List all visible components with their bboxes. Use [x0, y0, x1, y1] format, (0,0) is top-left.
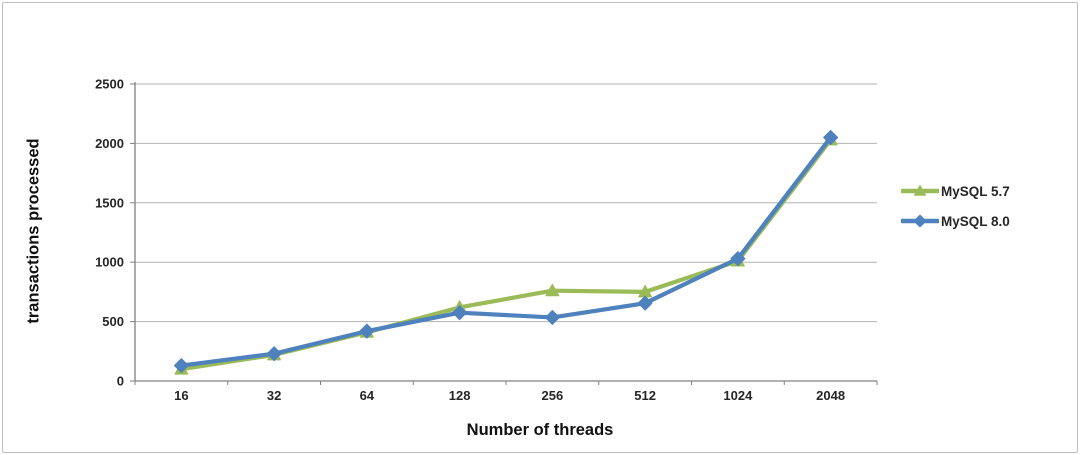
- marker-diamond: [823, 129, 839, 145]
- marker-triangle: [913, 184, 927, 196]
- marker-diamond: [913, 214, 927, 228]
- legend-label-mysql-57: MySQL 5.7: [941, 183, 1010, 199]
- y-tick-label: 2500: [95, 77, 124, 92]
- legend-label-mysql-80: MySQL 8.0: [941, 213, 1010, 229]
- x-tick-label: 64: [360, 388, 375, 403]
- y-tick-label: 1000: [95, 255, 124, 270]
- legend-swatch-mysql-57: [901, 184, 939, 196]
- legend: MySQL 5.7 MySQL 8.0: [901, 180, 1010, 232]
- marker-triangle: [545, 283, 560, 297]
- legend-item-mysql-57: MySQL 5.7: [901, 180, 1010, 202]
- x-tick-label: 2048: [816, 388, 845, 403]
- legend-item-mysql-80: MySQL 8.0: [901, 210, 1010, 232]
- y-tick-label: 500: [102, 314, 124, 329]
- series-line-1: [179, 135, 833, 368]
- x-tick-label: 512: [634, 388, 656, 403]
- marker-diamond: [173, 358, 189, 374]
- marker-diamond: [452, 305, 468, 321]
- series-line-0: [179, 137, 833, 372]
- marker-diamond: [359, 323, 375, 339]
- marker-diamond: [730, 251, 746, 267]
- y-tick-label: 2000: [95, 136, 124, 151]
- y-tick-label: 0: [117, 374, 124, 389]
- x-tick-label: 128: [449, 388, 471, 403]
- x-tick-label: 32: [267, 388, 281, 403]
- y-tick-label: 1500: [95, 195, 124, 210]
- legend-swatch-mysql-80: [901, 214, 939, 228]
- marker-diamond: [637, 295, 653, 311]
- x-tick-label: 16: [174, 388, 188, 403]
- x-tick-label: 256: [542, 388, 564, 403]
- y-axis-title: transactions processed: [24, 138, 43, 324]
- x-axis-title: Number of threads: [466, 421, 614, 439]
- marker-diamond: [544, 309, 560, 325]
- marker-diamond: [266, 346, 282, 362]
- x-tick-label: 1024: [723, 388, 753, 403]
